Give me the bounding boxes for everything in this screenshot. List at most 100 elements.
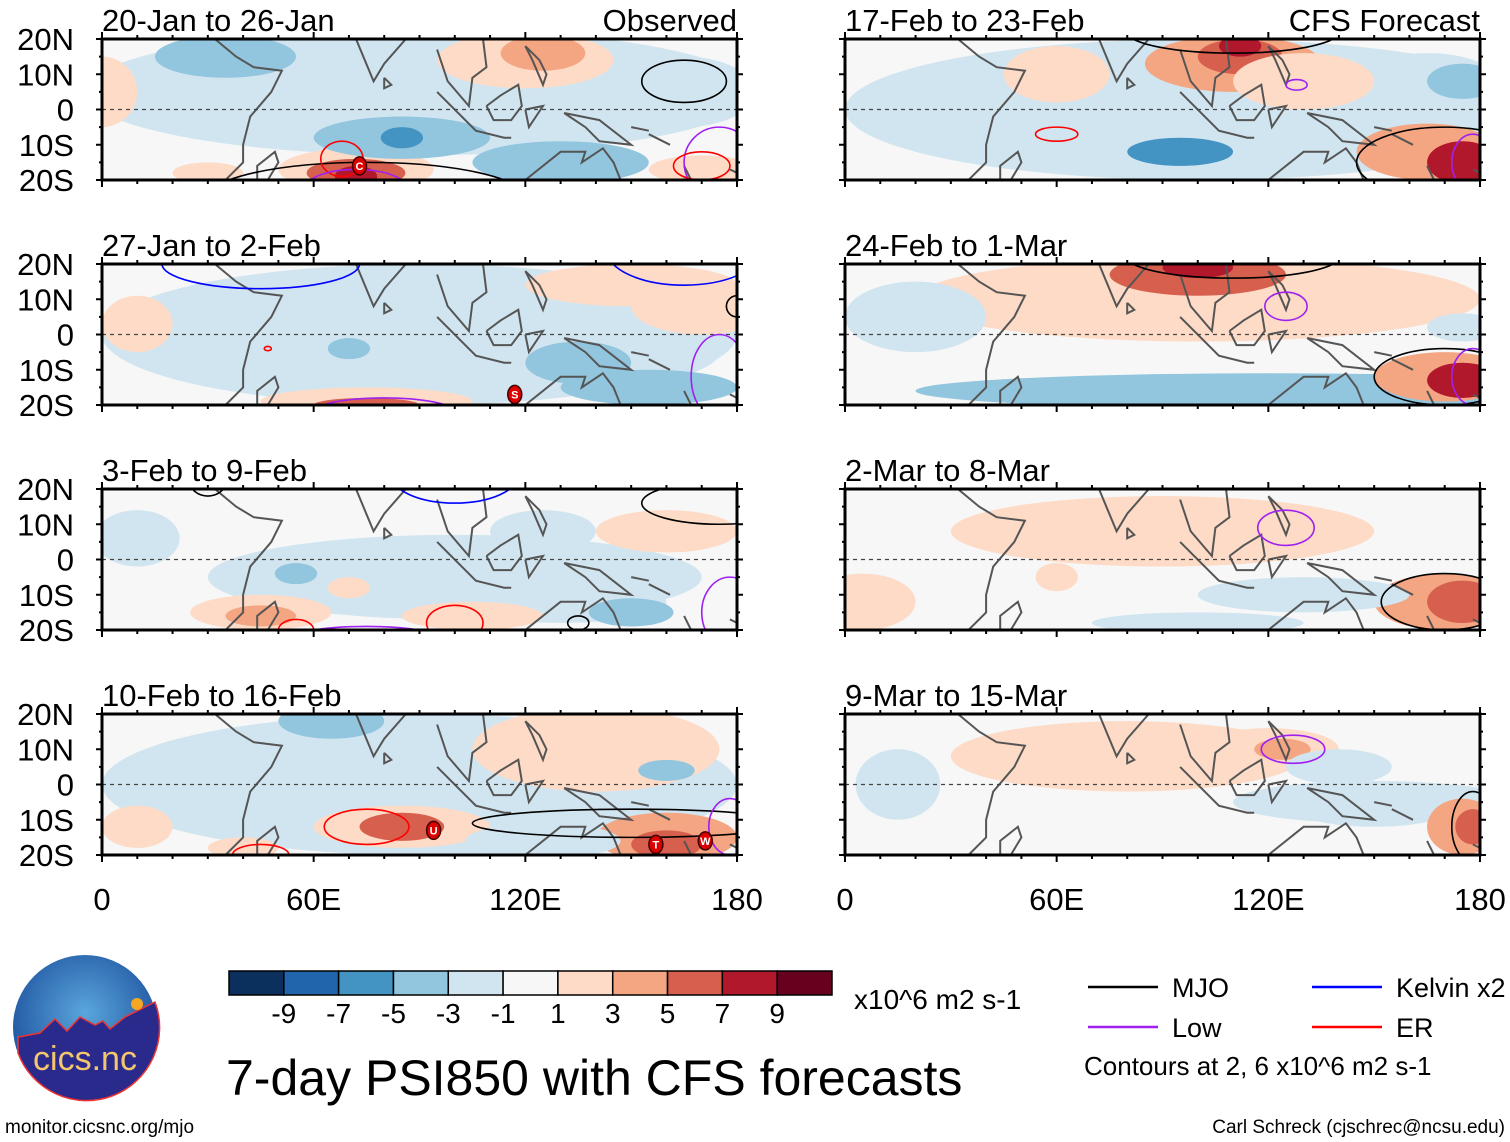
logo-text: cics.nc bbox=[33, 1040, 137, 1078]
contour-legend: MJO Kelvin x2 Low ER Contours at 2, 6 x10^6 … bbox=[1084, 973, 1506, 1081]
tropical-cyclone-marker: T bbox=[648, 834, 664, 855]
psi-anomaly-shading bbox=[1109, 264, 1286, 296]
panel-title: 24-Feb to 1-Mar bbox=[845, 228, 1067, 263]
tropical-cyclone-marker: S bbox=[507, 384, 523, 405]
map-panel: 17-Feb to 23-Feb CFS Forecast bbox=[839, 3, 1486, 187]
lon-label: 120E bbox=[1232, 882, 1304, 917]
map-panel: 2-Mar to 8-Mar bbox=[839, 453, 1486, 637]
contour-note: Contours at 2, 6 x10^6 m2 s-1 bbox=[1084, 1051, 1431, 1081]
colorbar-tick-label: 9 bbox=[769, 998, 785, 1029]
psi-anomaly-shading bbox=[1285, 749, 1392, 785]
colorbar-swatch bbox=[666, 970, 724, 996]
legend-label: Low bbox=[1172, 1013, 1222, 1043]
colorbar-swatch bbox=[557, 970, 614, 996]
colorbar-swatch bbox=[502, 970, 559, 996]
er-contour bbox=[277, 618, 315, 630]
colorbar-tick-label: -9 bbox=[271, 998, 296, 1029]
er-contour bbox=[425, 604, 484, 630]
panel-title: 17-Feb to 23-Feb bbox=[845, 3, 1085, 38]
psi-anomaly-shading bbox=[845, 573, 916, 630]
panel-title: 27-Jan to 2-Feb bbox=[102, 228, 321, 263]
kelvin-contour bbox=[161, 264, 361, 290]
lat-label: 10N bbox=[17, 507, 74, 542]
lat-label: 10S bbox=[19, 578, 74, 613]
column-header: Observed bbox=[603, 3, 737, 38]
psi-anomaly-shading bbox=[225, 605, 297, 627]
psi-anomaly-shading bbox=[472, 141, 649, 180]
psi-anomaly-shading bbox=[1003, 46, 1110, 103]
psi-anomaly-shading bbox=[274, 563, 318, 585]
column-header: CFS Forecast bbox=[1289, 3, 1481, 38]
psi-anomaly-shading bbox=[102, 805, 173, 848]
psi-anomaly-shading bbox=[631, 278, 737, 335]
panel-title: 3-Feb to 9-Feb bbox=[102, 453, 307, 488]
psi-anomaly-shading bbox=[327, 338, 371, 360]
low-contour bbox=[309, 625, 424, 630]
colorbar-tick-label: 7 bbox=[715, 998, 731, 1029]
credit-text: Carl Schreck (cjschrec@ncsu.edu) bbox=[1212, 1117, 1505, 1138]
mjo-contour bbox=[471, 808, 737, 839]
coastline bbox=[957, 489, 1480, 630]
psi-anomaly-shading bbox=[648, 155, 737, 180]
source-url[interactable]: monitor.cicsnc.org/mjo bbox=[5, 1117, 194, 1138]
psi-anomaly-shading bbox=[638, 759, 695, 781]
lat-label: 20N bbox=[17, 472, 74, 507]
low-contour bbox=[683, 126, 737, 180]
figure-title: 7-day PSI850 with CFS forecasts bbox=[226, 1050, 962, 1106]
colorbar-swatch bbox=[611, 970, 669, 996]
lat-label: 20N bbox=[17, 247, 74, 282]
er-contour bbox=[323, 808, 410, 846]
coastline bbox=[214, 39, 737, 180]
map-panel: 24-Feb to 1-Mar bbox=[839, 228, 1486, 412]
lat-label: 20N bbox=[17, 697, 74, 732]
psi-anomaly-shading bbox=[1427, 362, 1480, 398]
lat-label: 10N bbox=[17, 57, 74, 92]
colorbar-tick-label: 5 bbox=[660, 998, 676, 1029]
psi-anomaly-shading bbox=[588, 598, 674, 627]
psi-anomaly-shading bbox=[595, 510, 737, 553]
colorbar-swatch bbox=[447, 970, 504, 996]
psi-anomaly-shading bbox=[359, 812, 445, 841]
psi-anomaly-shading bbox=[1197, 577, 1410, 613]
lon-label: 0 bbox=[836, 882, 853, 917]
psi-anomaly-shading bbox=[1035, 563, 1078, 592]
low-contour bbox=[707, 797, 737, 855]
psi-anomaly-shading bbox=[1427, 580, 1480, 623]
colorbar: -9 -7 -5 -3 -1 1 3 5 7 9 x10^6 m2 s-1 bbox=[228, 970, 1021, 1029]
kelvin-contour bbox=[611, 264, 737, 286]
panel-title: 20-Jan to 26-Jan bbox=[102, 3, 335, 38]
psi-anomaly-shading bbox=[154, 39, 297, 78]
low-contour bbox=[700, 576, 737, 630]
coastline bbox=[957, 264, 1480, 405]
map-panel: 9-Mar to 15-Mar 0 60E 120E 180 bbox=[836, 678, 1505, 917]
colorbar-swatch bbox=[776, 970, 833, 996]
colorbar-units: x10^6 m2 s-1 bbox=[854, 984, 1021, 1015]
low-contour bbox=[690, 333, 737, 405]
psi-anomaly-shading bbox=[1091, 612, 1304, 630]
psi-anomaly-shading bbox=[401, 601, 543, 630]
colorbar-tick-label: -3 bbox=[436, 998, 461, 1029]
kelvin-contour bbox=[398, 489, 512, 504]
psi-anomaly-shading bbox=[1127, 137, 1234, 166]
lat-label: 0 bbox=[57, 93, 74, 128]
mjo-contour bbox=[1131, 39, 1335, 54]
lon-label: 60E bbox=[286, 882, 341, 917]
psi-anomaly-shading bbox=[500, 39, 586, 71]
colorbar-swatch bbox=[283, 970, 340, 996]
mjo-contour bbox=[1355, 126, 1480, 180]
lat-label: 20S bbox=[19, 163, 74, 198]
coastline bbox=[957, 39, 1480, 180]
mjo-contour bbox=[1373, 347, 1480, 405]
lat-label: 10N bbox=[17, 732, 74, 767]
psi-anomaly-shading bbox=[1130, 534, 1159, 549]
colorbar-tick-label: -5 bbox=[381, 998, 406, 1029]
lat-label: 20N bbox=[17, 22, 74, 57]
mjo-contour bbox=[640, 489, 737, 526]
lon-label: 0 bbox=[93, 882, 110, 917]
lat-label: 20S bbox=[19, 388, 74, 423]
storm-label: T bbox=[652, 839, 659, 851]
panel-title: 10-Feb to 16-Feb bbox=[102, 678, 342, 713]
lat-label: 10S bbox=[19, 353, 74, 388]
coastline bbox=[957, 714, 1480, 855]
